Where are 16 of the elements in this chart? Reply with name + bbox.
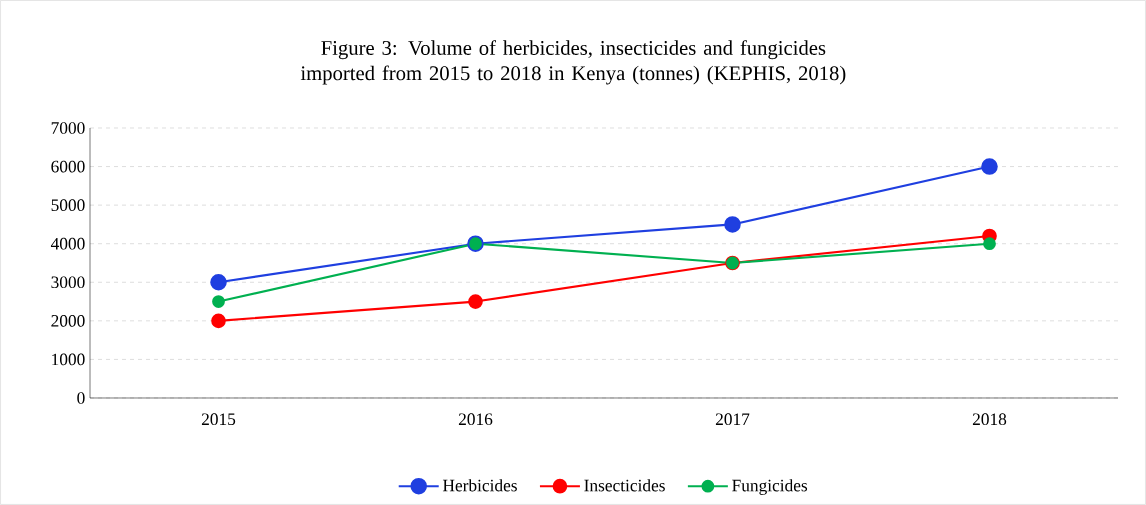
chart-title: Figure 3: Volume of herbicides, insecticides and fungicides imported from 2015 to 2018 in Kenya (tonnes) (KEPHIS, 2018) [300, 40, 846, 85]
x-tick-label: 2016 [458, 413, 493, 426]
legend-label: Herbicides [442, 479, 517, 492]
y-tick-label: 6000 [51, 160, 85, 173]
legend-label: Insecticides [584, 479, 665, 492]
y-tick-label: 2000 [51, 315, 85, 327]
y-tick-label: 1000 [52, 353, 85, 366]
legend-label: Fungicides [732, 479, 808, 495]
x-tick-label: 2015 [201, 413, 236, 426]
y-tick-label: 0 [77, 392, 85, 404]
y-tick-label: 4000 [50, 237, 85, 250]
x-tick-label: 2018 [972, 413, 1007, 426]
x-tick-label: 2017 [715, 413, 750, 426]
y-tick-label: 5000 [51, 199, 85, 211]
y-tick-label: 3000 [51, 276, 85, 289]
y-tick-label: 7000 [51, 122, 85, 134]
